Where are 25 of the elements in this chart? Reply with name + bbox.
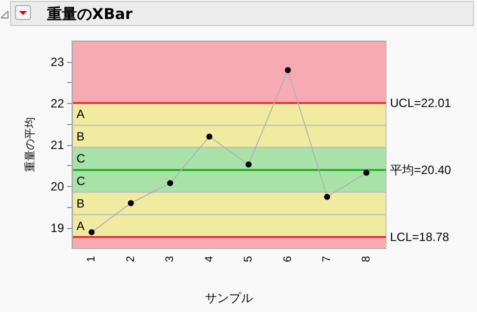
y-tick-label: 21 (50, 138, 64, 152)
y-axis-title: 重量の平均 (24, 117, 36, 172)
chart-title: 重量のXBar (47, 5, 133, 24)
ref-line-label: UCL=22.01 (390, 96, 452, 110)
ref-line-label: 平均=20.40 (390, 162, 452, 177)
ref-line-label: LCL=18.78 (390, 230, 450, 244)
band-label: C (76, 174, 86, 188)
y-tick-label: 22 (50, 96, 64, 110)
x-tick-label: 2 (124, 256, 137, 262)
y-tick-label: 23 (50, 54, 64, 69)
band-label: B (76, 196, 85, 211)
x-tick-label: 6 (282, 256, 294, 262)
y-tick-label: 19 (50, 221, 64, 236)
band-label: A (76, 218, 85, 233)
x-tick-label: 5 (242, 256, 255, 262)
x-tick-label: 1 (86, 256, 98, 262)
x-tick-label: 4 (203, 256, 216, 262)
band-label: C (76, 152, 86, 166)
y-tick-label: 20 (50, 179, 64, 194)
x-tick-label: 3 (164, 256, 176, 262)
band-label: A (76, 107, 85, 122)
x-tick-label: 7 (321, 256, 334, 262)
band-label: B (76, 129, 85, 144)
x-tick-label: 8 (360, 256, 372, 262)
x-axis-title: サンプル (205, 291, 253, 305)
